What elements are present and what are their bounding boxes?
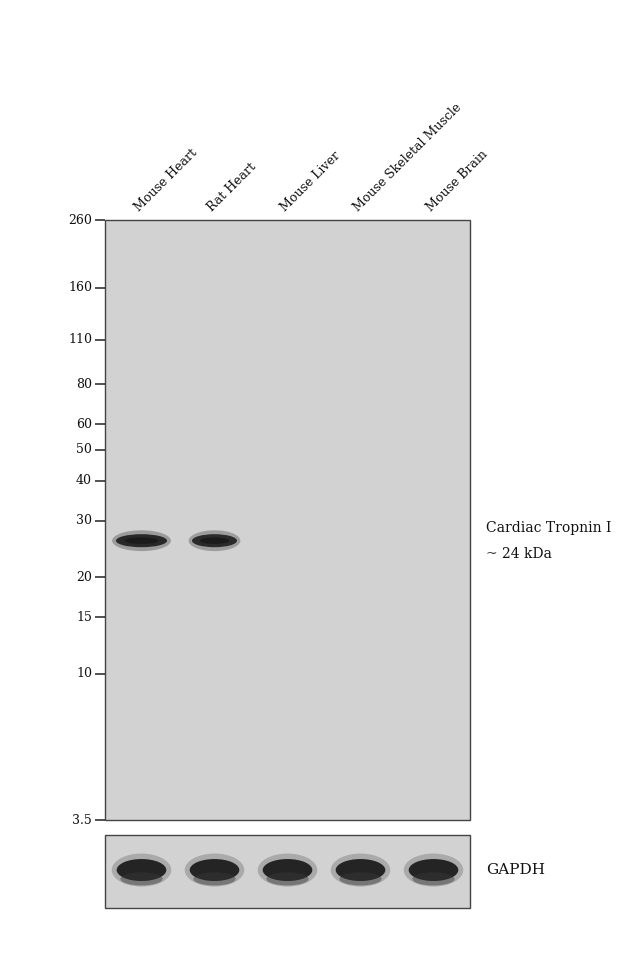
- Text: 3.5: 3.5: [72, 814, 92, 826]
- Ellipse shape: [267, 872, 309, 885]
- Text: Cardiac Tropnin I: Cardiac Tropnin I: [486, 521, 612, 535]
- Ellipse shape: [116, 535, 167, 547]
- Text: Mouse Skeletal Muscle: Mouse Skeletal Muscle: [351, 101, 465, 214]
- Ellipse shape: [189, 531, 241, 551]
- Ellipse shape: [336, 859, 385, 881]
- Text: Rat Heart: Rat Heart: [205, 160, 259, 214]
- Text: 260: 260: [68, 214, 92, 226]
- Text: ~ 24 kDa: ~ 24 kDa: [486, 546, 552, 561]
- Ellipse shape: [409, 859, 458, 881]
- Ellipse shape: [258, 853, 318, 886]
- Ellipse shape: [200, 538, 229, 544]
- Ellipse shape: [117, 859, 166, 881]
- Ellipse shape: [190, 859, 239, 881]
- Text: 160: 160: [68, 281, 92, 295]
- Text: 20: 20: [76, 571, 92, 584]
- Ellipse shape: [185, 853, 244, 886]
- Ellipse shape: [339, 872, 382, 885]
- Text: 50: 50: [76, 443, 92, 456]
- Ellipse shape: [121, 872, 163, 885]
- Ellipse shape: [192, 535, 237, 547]
- Ellipse shape: [263, 859, 312, 881]
- Text: 40: 40: [76, 474, 92, 487]
- Bar: [105, 835, 470, 908]
- Bar: [105, 220, 470, 820]
- Ellipse shape: [112, 853, 171, 886]
- Text: Mouse Brain: Mouse Brain: [424, 148, 491, 214]
- Text: 60: 60: [76, 418, 92, 431]
- Text: 10: 10: [76, 668, 92, 680]
- Text: 80: 80: [76, 378, 92, 391]
- Text: 110: 110: [68, 333, 92, 346]
- Text: Mouse Liver: Mouse Liver: [278, 149, 344, 214]
- Ellipse shape: [125, 538, 158, 544]
- Text: GAPDH: GAPDH: [486, 863, 545, 877]
- Ellipse shape: [331, 853, 391, 886]
- Text: 15: 15: [76, 610, 92, 624]
- Ellipse shape: [112, 531, 171, 551]
- Text: 30: 30: [76, 514, 92, 527]
- Ellipse shape: [194, 872, 236, 885]
- Text: Mouse Heart: Mouse Heart: [132, 146, 200, 214]
- Ellipse shape: [412, 872, 455, 885]
- Ellipse shape: [404, 853, 464, 886]
